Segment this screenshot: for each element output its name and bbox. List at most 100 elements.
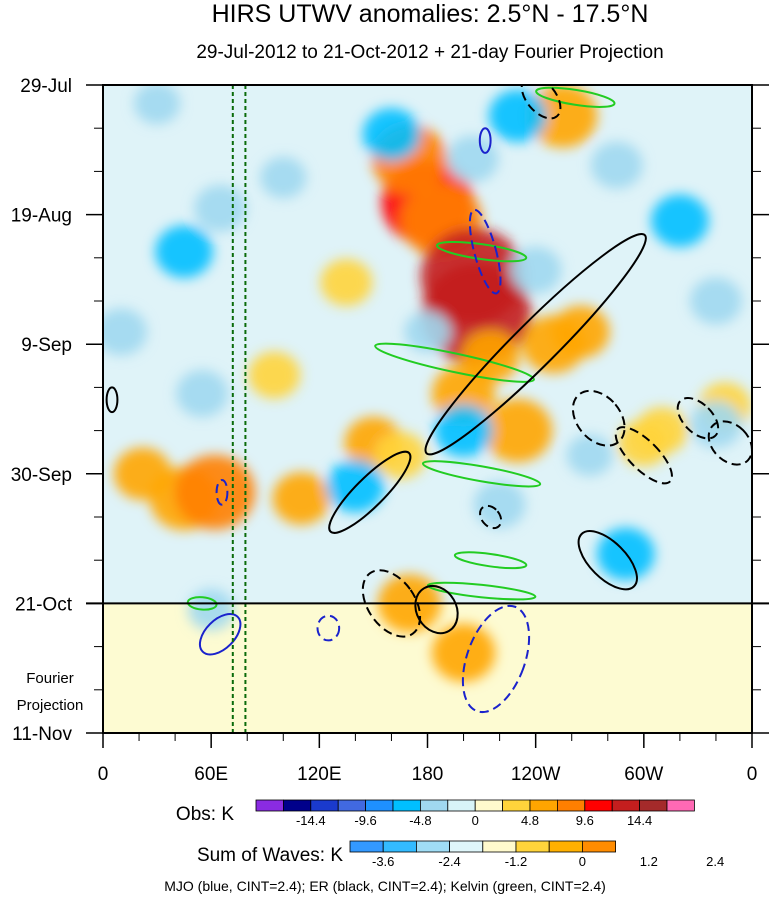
anomaly-patch [103,308,147,356]
mjo-contour [461,604,531,714]
y-tick-label: 21-Oct [15,594,73,615]
anomaly-patch [174,454,256,530]
kelvin-contour [426,581,537,601]
obs-colorbar-swatch [419,799,449,812]
obs-colorbar-swatch [584,799,613,812]
obs-colorbar-label: Obs: K [176,804,234,825]
er-contour [328,450,412,534]
waves-colorbar-tick-label: -3.6 [372,854,394,869]
y-tick-label: 9-Sep [21,335,72,356]
anomaly-patch [113,447,172,501]
mjo-contour [478,127,492,154]
waves-colorbar-tick-label: 1.2 [640,854,658,869]
waves-colorbar-swatch [349,840,384,853]
obs-colorbar-swatch [282,799,312,812]
anomaly-patch [194,184,247,232]
anomaly-patch [248,351,301,399]
er-contour [424,233,647,456]
waves-colorbar-tick-label: 0 [579,854,586,869]
obs-colorbar-tick-label: 0 [472,813,479,828]
er-contour [707,420,752,466]
waves-colorbar-swatch [548,840,583,853]
y-tick-label: 29-Jul [20,76,72,97]
er-contour [479,504,503,530]
anomaly-patch [320,259,373,306]
waves-colorbar-swatch [382,840,417,853]
plot-area [103,85,752,733]
waves-colorbar-tick-label: 2.4 [706,854,724,869]
kelvin-contour [186,596,218,611]
x-tick-label: 180 [412,764,444,785]
waves-colorbar-swatch [449,840,484,853]
er-contour [414,585,459,635]
waves-colorbar-tick-label: -1.2 [505,854,527,869]
obs-colorbar-swatch [639,799,668,812]
obs-colorbar-swatch [611,799,641,812]
er-contour [571,389,626,447]
anomaly-patch [260,156,307,199]
obs-colorbar-swatch [392,799,421,812]
y-tick-label: 30-Sep [11,465,72,486]
anomaly-patch [374,431,427,479]
kelvin-contour [374,342,535,383]
anomaly-patch [509,246,562,294]
anomaly-patch [617,419,670,467]
obs-colorbar-swatch [365,799,394,812]
anomaly-patch [689,277,742,325]
obs-colorbar-tick-label: -9.6 [354,813,376,828]
waves-colorbar-swatch [482,840,517,853]
anomaly-patch [272,472,331,525]
anomaly-patch [689,400,742,448]
waves-colorbar-label: Sum of Waves: K [197,845,343,866]
er-contour [614,426,673,485]
obs-colorbar-tick-label: 14.4 [627,813,652,828]
er-contour [577,530,638,591]
projection-label-line1: Fourier [26,670,74,687]
obs-colorbar-tick-label: 4.8 [521,813,539,828]
waves-colorbar-tick-label: -2.4 [438,854,460,869]
anomaly-patch [134,85,181,125]
x-tick-label: 0 [747,764,758,785]
mjo-contour [316,614,341,642]
obs-colorbar-swatch [337,799,367,812]
anomaly-patch [431,623,496,682]
chart-subtitle: 29-Jul-2012 to 21-Oct-2012 + 21-day Four… [196,42,663,63]
anomaly-patch [590,141,643,189]
anomaly-patch [446,135,499,183]
obs-colorbar-tick-label: 9.6 [576,813,594,828]
wave-contours [105,85,752,714]
obs-colorbar-swatch [529,799,558,812]
anomaly-patch [483,398,553,463]
contour-legend-footer: MJO (blue, CINT=2.4); ER (black, CINT=2.… [164,878,606,894]
anomaly-patches [103,85,751,682]
mjo-contour [215,478,229,506]
obs-colorbar-swatch [474,799,504,812]
waves-colorbar-swatch [515,840,550,853]
kelvin-contour [535,86,616,108]
chart-title: HIRS UTWV anomalies: 2.5°N - 17.5°N [212,0,649,28]
mjo-contour [198,613,242,656]
y-tick-label: 19-Aug [11,206,72,227]
waves-colorbar-swatch [415,840,450,853]
kelvin-contour [421,460,542,488]
obs-colorbar-tick-label: -14.4 [296,813,326,828]
anomaly-patch [651,194,709,247]
anomaly-patch [566,434,613,476]
x-axis: 0 60E 120E 180 120W 60W 0 [98,733,758,785]
y-axis: 29-Jul 19-Aug 9-Sep 30-Sep 21-Oct 11-Nov [11,76,769,745]
projection-label-line2: Projection [17,697,84,714]
x-tick-label: 60E [194,764,228,785]
kelvin-contour [435,240,528,263]
mjo-contour [468,208,502,295]
obs-colorbar-swatch [502,799,531,812]
reference-longitudes [231,85,247,733]
anomaly-patch [362,108,421,161]
er-contour [520,85,562,120]
x-tick-label: 0 [98,764,109,785]
anomaly-patch [176,370,229,418]
obs-colorbar-tick-label: -4.8 [409,813,431,828]
waves-colorbar: -3.6-2.4-1.201.22.43.6 [349,840,724,869]
x-tick-label: 60W [624,764,663,785]
kelvin-contour [453,551,528,570]
